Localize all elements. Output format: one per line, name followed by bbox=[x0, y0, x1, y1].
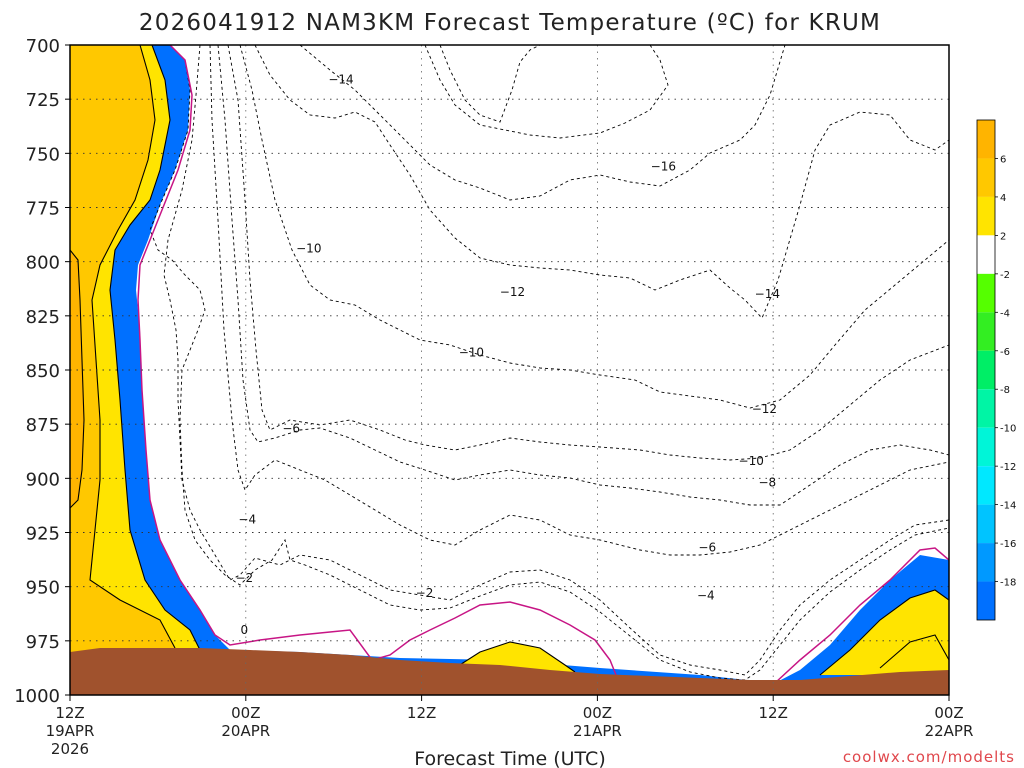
colorbar-cell bbox=[977, 427, 995, 467]
x-tick-label: 2026 bbox=[51, 740, 89, 758]
isotherm-4 bbox=[89, 45, 176, 649]
contour-label: −8 bbox=[758, 476, 776, 490]
contour-label: −6 bbox=[282, 422, 300, 436]
y-tick-label: 850 bbox=[26, 361, 60, 382]
colorbar-cell bbox=[977, 273, 995, 313]
colorbar-tick-label: 6 bbox=[1000, 154, 1006, 165]
isotherm-2 bbox=[109, 45, 201, 651]
contour-label: −10 bbox=[459, 346, 484, 360]
contour-labels: −14 −16 −10 −12 −14 −10 −12 −6 −10 −8 −4 −6 −2 −2 −4 0 bbox=[235, 73, 780, 637]
band-6-to-8 bbox=[70, 250, 84, 508]
colorbar-frame bbox=[976, 119, 996, 621]
isotherm-2-middle bbox=[454, 641, 576, 673]
x-tick-label: 00Z bbox=[934, 704, 963, 722]
x-tick-label: 21APR bbox=[573, 722, 622, 740]
isotherm-minus-4 bbox=[163, 45, 949, 676]
isotherm-minus-16 bbox=[299, 45, 786, 201]
isotherm-minus-18 bbox=[424, 45, 669, 139]
colorbar-cell bbox=[977, 389, 995, 428]
colorbar-tick-label: -10 bbox=[1000, 424, 1016, 435]
contour-label: −16 bbox=[651, 159, 676, 173]
isotherm-6 bbox=[70, 249, 85, 509]
y-tick-label: 700 bbox=[26, 36, 60, 57]
isotherm-minus-10 bbox=[227, 45, 949, 461]
colorbar-tick-label: -2 bbox=[1000, 270, 1010, 281]
colorbar-tick-label: -18 bbox=[1000, 578, 1016, 589]
contour-label: −2 bbox=[416, 586, 434, 600]
x-tick-label: 19APR bbox=[46, 722, 95, 740]
colorbar-cell bbox=[977, 120, 995, 159]
colorbar-cell bbox=[977, 312, 995, 351]
y-tick-label: 825 bbox=[26, 307, 60, 328]
positive-isotherms bbox=[70, 45, 949, 676]
contour-label: −4 bbox=[697, 588, 715, 602]
x-tick-label: 12Z bbox=[759, 704, 788, 722]
colorbar-tick-label: 4 bbox=[1000, 193, 1006, 204]
x-axis-title: Forecast Time (UTC) bbox=[414, 748, 605, 768]
contour-label: 0 bbox=[241, 623, 249, 637]
isotherm-minus-14 bbox=[254, 45, 949, 319]
x-tick-label: 12Z bbox=[55, 704, 84, 722]
band-minus-2-to-2 bbox=[70, 45, 949, 683]
colorbar-cell bbox=[977, 543, 995, 582]
colorbar-cell bbox=[977, 504, 995, 544]
colorbar-cell bbox=[977, 581, 995, 620]
y-tick-label: 775 bbox=[26, 199, 60, 220]
colorbar-cell bbox=[977, 196, 995, 236]
credit-text: coolwx.com/modelts bbox=[843, 748, 1015, 766]
colorbar-cell bbox=[977, 466, 995, 505]
contour-label: −6 bbox=[698, 541, 716, 555]
x-tick-label: 00Z bbox=[231, 704, 260, 722]
x-tick-label: 12Z bbox=[407, 704, 436, 722]
contour-label: −10 bbox=[296, 242, 321, 256]
y-tick-label: 975 bbox=[26, 632, 60, 653]
y-tick-label: 725 bbox=[26, 90, 60, 111]
colorbar-tick-label: -14 bbox=[1000, 501, 1016, 512]
contour-label: −4 bbox=[238, 513, 256, 527]
y-tick-label: 800 bbox=[26, 253, 60, 274]
chart-title: 2026041912 NAM3KM Forecast Temperature (… bbox=[139, 10, 881, 36]
contour-label: −14 bbox=[328, 73, 353, 87]
colorbar-tick-label: -8 bbox=[1000, 385, 1010, 396]
colorbar-cell bbox=[977, 158, 995, 197]
colorbar-tick-label: -4 bbox=[1000, 308, 1010, 319]
isotherm-minus-8 bbox=[217, 45, 949, 506]
y-tick-label: 900 bbox=[26, 469, 60, 490]
contour-label: −10 bbox=[739, 454, 764, 468]
isotherm-minus-12 bbox=[239, 45, 949, 409]
x-tick-label: 00Z bbox=[583, 704, 612, 722]
y-tick-label: 1000 bbox=[14, 686, 60, 707]
band-4-to-6 bbox=[70, 45, 175, 652]
colorbar-tick-label: 2 bbox=[1000, 231, 1006, 242]
colorbar-cell bbox=[977, 235, 995, 274]
y-tick-label: 925 bbox=[26, 524, 60, 545]
colorbar-tick-label: -16 bbox=[1000, 539, 1016, 550]
ground-surface bbox=[70, 648, 949, 695]
isotherm-2-right bbox=[819, 589, 949, 676]
x-tick-label: 20APR bbox=[221, 722, 270, 740]
colorbar-tick-label: -6 bbox=[1000, 347, 1010, 358]
contour-label: −12 bbox=[752, 402, 777, 416]
colorbar: 6 4 2 -2 -4 -6 -8 -10 -12 -14 -16 -18 bbox=[976, 119, 1016, 621]
y-tick-label: 950 bbox=[26, 578, 60, 599]
y-tick-label: 875 bbox=[26, 415, 60, 436]
grid bbox=[70, 45, 949, 695]
y-axis: 700 725 750 775 800 825 850 875 900 925 950 975 1000 bbox=[14, 36, 70, 707]
isotherm-4-right bbox=[879, 634, 949, 669]
plot-area bbox=[70, 45, 949, 695]
x-tick-label: 22APR bbox=[925, 722, 974, 740]
colorbar-cell bbox=[977, 350, 995, 390]
colorbar-tick-label: -12 bbox=[1000, 462, 1016, 473]
contour-label: −14 bbox=[755, 287, 780, 301]
y-tick-label: 750 bbox=[26, 144, 60, 165]
isotherm-zero bbox=[137, 45, 949, 686]
contour-label: −12 bbox=[500, 285, 525, 299]
band-2-to-4 bbox=[70, 45, 949, 675]
contour-label: −2 bbox=[235, 571, 253, 585]
